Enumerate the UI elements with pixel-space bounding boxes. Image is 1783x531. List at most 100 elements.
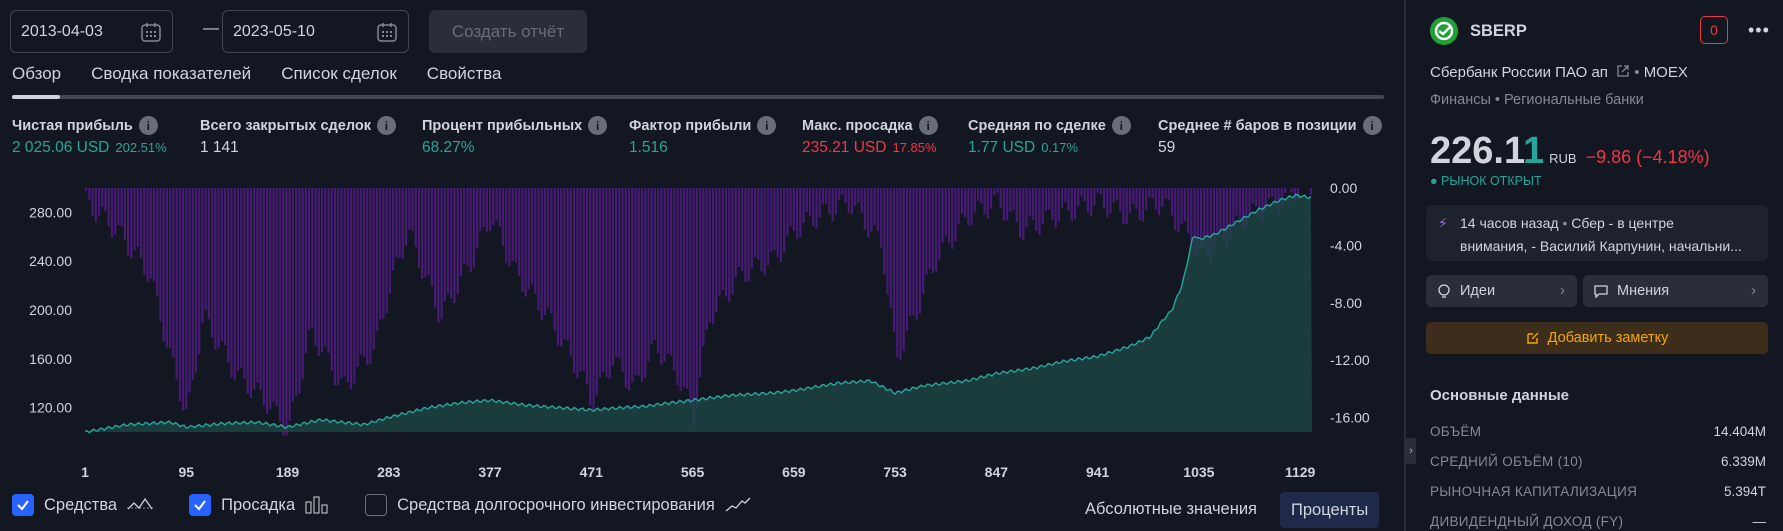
drawdown-bar xyxy=(1170,188,1174,216)
x-tick-label: 1 xyxy=(81,464,89,480)
drawdown-bar xyxy=(1031,188,1035,220)
report-tabs: Обзор Сводка показателей Список сделок С… xyxy=(12,64,531,84)
drawdown-bar xyxy=(508,188,511,267)
absolute-values-toggle[interactable]: Абсолютные значения xyxy=(1085,500,1257,518)
drawdown-bar xyxy=(194,188,198,373)
legend-equity[interactable]: Средства xyxy=(12,494,154,516)
tab-overview[interactable]: Обзор xyxy=(12,64,62,83)
info-icon[interactable]: i xyxy=(376,116,396,135)
drawdown-bar xyxy=(369,188,372,364)
drawdown-bar xyxy=(485,188,488,233)
external-link-icon[interactable] xyxy=(1616,64,1630,78)
opinions-button[interactable]: Мнения › xyxy=(1583,275,1768,307)
drawdown-bar xyxy=(1219,188,1222,232)
drawdown-bar xyxy=(476,188,479,249)
drawdown-bar xyxy=(1044,188,1048,211)
drawdown-bar xyxy=(152,188,156,281)
drawdown-bar xyxy=(976,188,980,201)
industry-name[interactable]: Региональные банки xyxy=(1504,92,1644,108)
info-icon[interactable]: i xyxy=(1111,116,1131,135)
drawdown-bar xyxy=(282,188,285,436)
x-tick-label: 565 xyxy=(681,464,705,480)
info-icon[interactable]: i xyxy=(757,116,777,135)
company-name[interactable]: Сбербанк России ПАО ап xyxy=(1430,64,1608,81)
drawdown-bar xyxy=(537,188,540,311)
alerts-count-badge[interactable]: 0 xyxy=(1700,16,1728,44)
percent-values-toggle[interactable]: Проценты xyxy=(1280,492,1380,528)
info-icon[interactable]: i xyxy=(138,116,158,135)
more-options-icon[interactable]: ••• xyxy=(1748,20,1770,40)
drawdown-bar xyxy=(1225,188,1229,247)
drawdown-bar xyxy=(1274,188,1277,207)
drawdown-bar xyxy=(123,188,126,241)
drawdown-bar xyxy=(401,188,404,259)
add-note-button[interactable]: Добавить заметку xyxy=(1426,322,1768,354)
metric-value: 235.21 USD 17.85% xyxy=(802,139,937,156)
drawdown-bar xyxy=(766,188,770,266)
info-icon[interactable]: i xyxy=(588,116,608,135)
drawdown-bar xyxy=(834,188,837,215)
symbol-ticker[interactable]: SBERP xyxy=(1470,21,1527,40)
news-headline[interactable]: ⚡ 14 часов назад • Сбер - в центре внима… xyxy=(1426,205,1768,261)
drawdown-bar xyxy=(295,188,298,397)
drawdown-bar xyxy=(1051,188,1054,221)
ideas-button[interactable]: Идеи › xyxy=(1426,275,1577,307)
date-to-input[interactable]: 2023-05-10 xyxy=(222,10,409,53)
drawdown-bar xyxy=(1229,188,1232,241)
calendar-icon[interactable] xyxy=(376,21,398,43)
tab-properties[interactable]: Свойства xyxy=(426,64,502,83)
drawdown-bar xyxy=(408,188,411,230)
legend-drawdown[interactable]: Просадка xyxy=(189,494,329,516)
tab-trades-list[interactable]: Список сделок xyxy=(281,64,397,83)
drawdown-bar xyxy=(867,188,870,238)
date-from-input[interactable]: 2013-04-03 xyxy=(10,10,173,53)
drawdown-bar xyxy=(922,188,925,295)
drawdown-bar xyxy=(847,188,850,213)
drawdown-bar xyxy=(598,188,602,378)
checkbox-checked-icon[interactable] xyxy=(189,494,212,516)
drawdown-bar xyxy=(618,188,621,358)
drawdown-bar xyxy=(896,188,899,358)
drawdown-bar xyxy=(883,188,886,275)
strategy-report: 2013-04-03 — 2023-05-10 Создать отчёт Об… xyxy=(0,10,1400,528)
drawdown-bar xyxy=(1128,188,1132,213)
drawdown-bar xyxy=(1296,188,1300,200)
legend-buyhold[interactable]: Средства долгосрочного инвестирования xyxy=(365,494,751,516)
drawdown-bar xyxy=(779,188,783,262)
calendar-icon[interactable] xyxy=(140,21,162,43)
checkbox-checked-icon[interactable] xyxy=(12,494,34,516)
drawdown-bar xyxy=(110,188,114,238)
drawdown-bar xyxy=(1241,188,1245,231)
drawdown-bar xyxy=(1245,188,1248,229)
drawdown-bar xyxy=(624,188,627,388)
info-icon[interactable]: i xyxy=(918,116,938,135)
metric-label: Средняя по сделке i xyxy=(968,116,1131,135)
drawdown-bar xyxy=(133,188,136,251)
drawdown-bar xyxy=(385,188,388,314)
info-icon[interactable]: i xyxy=(1362,116,1382,135)
collapse-panel-chevron-icon[interactable]: › xyxy=(1406,438,1416,464)
equity-chart[interactable]: 280.00 240.00 200.00 160.00 120.00 0.00 -4.00 -… xyxy=(0,182,1400,482)
x-tick-label: 1129 xyxy=(1285,464,1316,480)
drawdown-bar xyxy=(954,188,957,242)
drawdown-bar xyxy=(821,188,825,205)
drawdown-bar xyxy=(304,188,307,353)
checkbox-unchecked-icon[interactable] xyxy=(365,494,388,516)
news-text: Сбер - в центре xyxy=(1571,215,1674,231)
create-report-button[interactable]: Создать отчёт xyxy=(429,10,587,53)
drawdown-bar xyxy=(960,188,964,214)
drawdown-bar xyxy=(808,188,812,216)
drawdown-bar xyxy=(799,188,802,238)
drawdown-bar xyxy=(269,188,272,409)
tab-performance-summary[interactable]: Сводка показателей xyxy=(91,64,252,83)
equity-area xyxy=(85,194,1312,433)
sector-name[interactable]: Финансы xyxy=(1430,92,1491,108)
drawdown-bar xyxy=(838,188,841,201)
chevron-right-icon: › xyxy=(1751,283,1756,299)
drawdown-bar xyxy=(1096,188,1099,193)
drawdown-bar xyxy=(563,188,566,340)
legend-equity-label: Средства xyxy=(44,495,118,514)
drawdown-bar xyxy=(621,188,624,373)
drawdown-bar xyxy=(479,188,482,232)
drawdown-bar xyxy=(288,188,291,421)
